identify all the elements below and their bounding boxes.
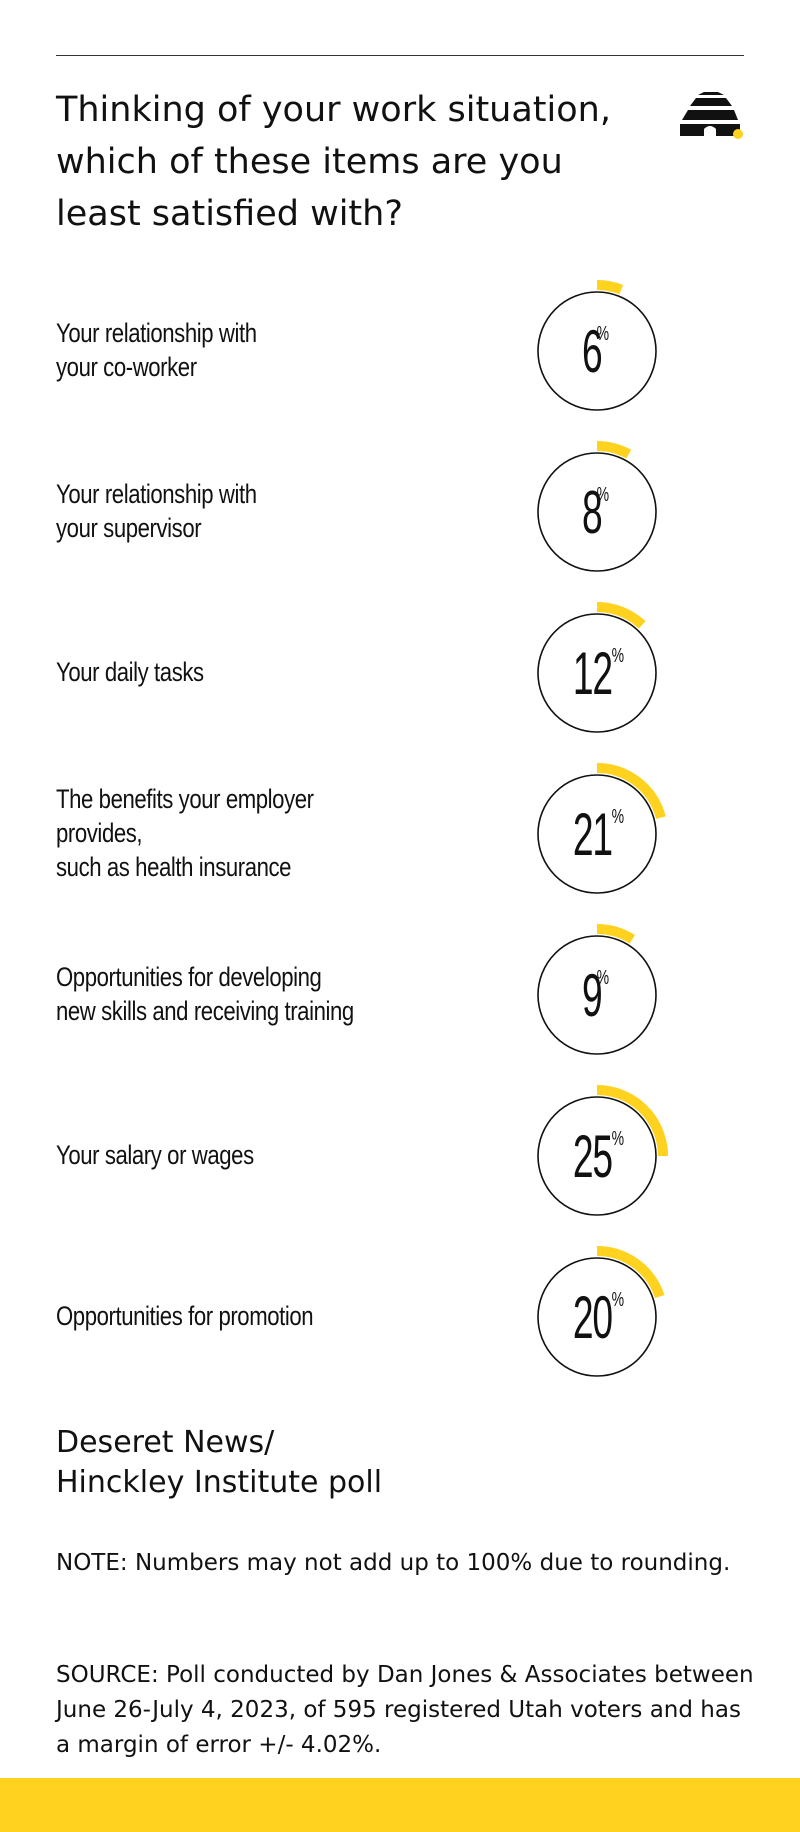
value-label: 25% bbox=[532, 1127, 656, 1187]
percent-sign: % bbox=[596, 323, 609, 345]
percent-sign: % bbox=[596, 967, 609, 989]
category-label: Opportunities for promotion bbox=[56, 1299, 456, 1333]
percent-sign: % bbox=[612, 645, 625, 667]
value-arc bbox=[596, 280, 624, 295]
value-ring bbox=[537, 924, 657, 1055]
category-label: Your relationship with your supervisor bbox=[56, 477, 456, 545]
chart-row: Opportunities for promotion 20% bbox=[0, 1236, 800, 1397]
value-arc bbox=[596, 602, 646, 629]
value-ring bbox=[537, 602, 657, 733]
value-arc bbox=[596, 763, 666, 819]
category-label-text: The benefits your employer provides, suc… bbox=[56, 784, 314, 882]
chart-row: Opportunities for developing new skills … bbox=[0, 914, 800, 1075]
value-ring bbox=[537, 763, 666, 894]
category-label-text: Opportunities for developing new skills … bbox=[56, 962, 354, 1026]
chart-row: The benefits your employer provides, suc… bbox=[0, 753, 800, 914]
beehive-icon bbox=[680, 92, 743, 139]
ring-outline bbox=[537, 1096, 657, 1216]
note-text: NOTE: Numbers may not add up to 100% due… bbox=[56, 1550, 731, 1576]
value-label: 21% bbox=[532, 805, 656, 865]
value-label: 20% bbox=[532, 1288, 656, 1348]
category-label: Your relationship with your co-worker bbox=[56, 316, 456, 384]
percent-sign: % bbox=[596, 484, 609, 506]
value-number: 20 bbox=[572, 1284, 613, 1351]
chart-row: Your relationship with your co-worker 6% bbox=[0, 270, 800, 431]
value-label: 8% bbox=[532, 483, 656, 543]
source-text: SOURCE: Poll conducted by Dan Jones & As… bbox=[56, 1662, 754, 1758]
ring-outline bbox=[537, 291, 657, 411]
value-number: 8 bbox=[582, 479, 603, 546]
value-arc bbox=[596, 1085, 668, 1157]
value-ring bbox=[537, 280, 657, 411]
category-label-text: Opportunities for promotion bbox=[56, 1301, 314, 1331]
category-label: Opportunities for developing new skills … bbox=[56, 960, 456, 1028]
value-label: 9% bbox=[532, 966, 656, 1026]
value-number: 25 bbox=[572, 1123, 613, 1190]
category-label-text: Your salary or wages bbox=[56, 1140, 254, 1170]
percent-sign: % bbox=[612, 1289, 625, 1311]
category-label-text: Your relationship with your supervisor bbox=[56, 479, 257, 543]
value-number: 21 bbox=[572, 801, 613, 868]
footer-accent-bar bbox=[0, 1778, 800, 1832]
source-title: Deseret News/ Hinckley Institute poll bbox=[56, 1425, 383, 1500]
top-rule bbox=[56, 55, 744, 56]
value-number: 6 bbox=[582, 318, 603, 385]
value-arc bbox=[596, 441, 632, 459]
value-label: 6% bbox=[532, 322, 656, 382]
chart-row: Your daily tasks 12% bbox=[0, 592, 800, 753]
percent-sign: % bbox=[612, 806, 625, 828]
value-arc bbox=[596, 924, 636, 944]
chart-title: Thinking of your work situation, which o… bbox=[56, 90, 611, 234]
ring-outline bbox=[537, 452, 657, 572]
ring-outline bbox=[537, 613, 657, 733]
category-label-text: Your daily tasks bbox=[56, 657, 204, 687]
value-arc bbox=[596, 1246, 665, 1299]
chart-row: Your relationship with your supervisor 8% bbox=[0, 431, 800, 592]
category-label-text: Your relationship with your co-worker bbox=[56, 318, 257, 382]
value-label: 12% bbox=[532, 644, 656, 704]
ring-outline bbox=[537, 935, 657, 1055]
chart-row: Your salary or wages 25% bbox=[0, 1075, 800, 1236]
category-label: The benefits your employer provides, suc… bbox=[56, 782, 456, 884]
ring-outline bbox=[537, 774, 657, 894]
percent-sign: % bbox=[612, 1128, 625, 1150]
value-number: 12 bbox=[572, 640, 613, 707]
category-label: Your daily tasks bbox=[56, 655, 456, 689]
ring-outline bbox=[537, 1257, 657, 1377]
category-label: Your salary or wages bbox=[56, 1138, 456, 1172]
value-ring bbox=[537, 1246, 665, 1377]
value-number: 9 bbox=[582, 962, 603, 1029]
value-ring bbox=[537, 1085, 668, 1216]
value-ring bbox=[537, 441, 657, 572]
